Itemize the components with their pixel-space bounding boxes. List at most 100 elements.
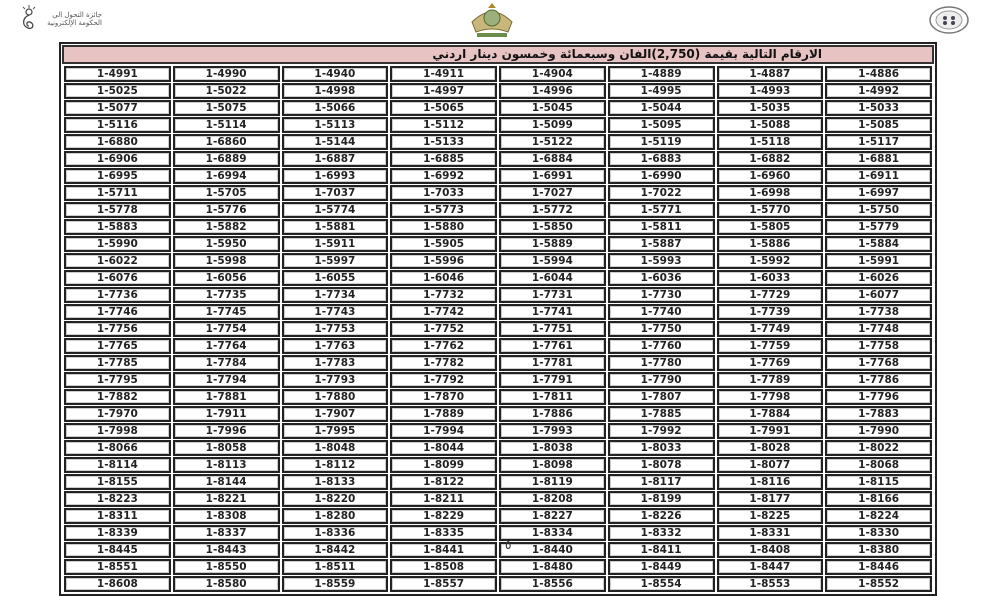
table-row: 1-8066 1-8058 1-8048 1-8044 1-8038 1-8033 1-80… <box>64 440 932 456</box>
table-row: 1-7765 1-7764 1-7763 1-7762 1-7761 1-7760 1-77… <box>64 338 932 354</box>
table-cell: 1-8442 <box>281 542 389 558</box>
table-cell: 1-6880 <box>64 134 171 150</box>
table-cell: 1-8033 <box>607 440 715 456</box>
table-cell: 1-5911 <box>281 236 389 252</box>
table-cell: 1-7990 <box>825 423 932 439</box>
table-row: 1-5025 1-5022 1-4998 1-4997 1-4996 1-4995 1-49… <box>64 83 932 99</box>
table-cell: 1-5770 <box>716 202 824 218</box>
table-cell: 1-8098 <box>499 457 606 473</box>
table-cell: 1-7732 <box>390 287 497 303</box>
table-cell: 1-8048 <box>281 440 389 456</box>
table-cell: 1-7998 <box>64 423 171 439</box>
table-cell: 1-7996 <box>172 423 280 439</box>
table-cell: 1-6906 <box>64 151 171 167</box>
table-row: 1-6995 1-6994 1-6993 1-6992 1-6991 1-6990 1-69… <box>64 168 932 184</box>
table-cell: 1-8449 <box>607 559 715 575</box>
table-cell: 1-8280 <box>281 508 389 524</box>
table-cell: 1-4889 <box>607 66 715 82</box>
table-cell: 1-6881 <box>825 151 932 167</box>
table-cell: 1-7992 <box>607 423 715 439</box>
table-cell: 1-8211 <box>390 491 497 507</box>
table-cell: 1-5887 <box>607 236 715 252</box>
table-cell: 1-5993 <box>607 253 715 269</box>
table-cell: 1-7782 <box>390 355 497 371</box>
table-cell: 1-7994 <box>390 423 497 439</box>
table-cell: 1-8443 <box>172 542 280 558</box>
table-cell: 1-7735 <box>172 287 280 303</box>
table-cell: 1-8038 <box>499 440 606 456</box>
table-cell: 1-8334 <box>499 525 606 541</box>
table-cell: 1-6882 <box>716 151 824 167</box>
table-cell: 1-5116 <box>64 117 171 133</box>
table-cell: 1-8511 <box>281 559 389 575</box>
table-cell: 1-5994 <box>499 253 606 269</box>
table-cell: 1-4993 <box>716 83 824 99</box>
table-cell: 1-7749 <box>716 321 824 337</box>
table-row: 1-6076 1-6056 1-6055 1-6046 1-6044 1-6036 1-60… <box>64 270 932 286</box>
table-cell: 1-8336 <box>281 525 389 541</box>
table-cell: 1-5119 <box>607 134 715 150</box>
table-cell: 1-7743 <box>281 304 389 320</box>
table-cell: 1-5998 <box>172 253 280 269</box>
table-cell: 1-5881 <box>281 219 389 235</box>
table-cell: 1-7764 <box>172 338 280 354</box>
table-cell: 1-5996 <box>390 253 497 269</box>
table-cell: 1-7745 <box>172 304 280 320</box>
table-cell: 1-8226 <box>607 508 715 524</box>
table-cell: 1-8335 <box>390 525 497 541</box>
table-cell: 1-8580 <box>172 576 280 592</box>
table-cell: 1-7907 <box>281 406 389 422</box>
table-cell: 1-6036 <box>607 270 715 286</box>
table-title: الارقام التالية بقيمة (2,750)الفان وسبعم… <box>62 45 934 64</box>
table-cell: 1-5773 <box>390 202 497 218</box>
table-cell: 1-8066 <box>64 440 171 456</box>
table-cell: 1-7754 <box>172 321 280 337</box>
table-cell: 1-5099 <box>499 117 606 133</box>
table-row: 1-6880 1-6860 1-5144 1-5133 1-5122 1-5119 1-51… <box>64 134 932 150</box>
table-cell: 1-7762 <box>390 338 497 354</box>
table-cell: 1-8554 <box>607 576 715 592</box>
table-cell: 1-8223 <box>64 491 171 507</box>
table-cell: 1-7033 <box>390 185 497 201</box>
table-cell: 1-8229 <box>390 508 497 524</box>
table-cell: 1-8114 <box>64 457 171 473</box>
table-cell: 1-5117 <box>825 134 932 150</box>
table-cell: 1-6885 <box>390 151 497 167</box>
table-row: 1-8311 1-8308 1-8280 1-8229 1-8227 1-8226 1-82… <box>64 508 932 524</box>
table-cell: 1-6883 <box>607 151 715 167</box>
table-cell: 1-7729 <box>716 287 824 303</box>
table-cell: 1-7739 <box>716 304 824 320</box>
table-cell: 1-7022 <box>607 185 715 201</box>
table-cell: 1-7785 <box>64 355 171 371</box>
table-cell: 1-7784 <box>172 355 280 371</box>
table-cell: 1-7027 <box>499 185 606 201</box>
table-cell: 1-6056 <box>172 270 280 286</box>
table-row: 1-5711 1-5705 1-7037 1-7033 1-7027 1-7022 1-69… <box>64 185 932 201</box>
table-cell: 1-5114 <box>172 117 280 133</box>
table-cell: 1-7768 <box>825 355 932 371</box>
table-cell: 1-7746 <box>64 304 171 320</box>
logo-text: جائزة التحول الى الحكومة الإلكترونية <box>47 11 102 27</box>
table-cell: 1-7970 <box>64 406 171 422</box>
table-row: 1-8114 1-8113 1-8112 1-8099 1-8098 1-8078 1-80… <box>64 457 932 473</box>
table-cell: 1-7786 <box>825 372 932 388</box>
table-cell: 1-8480 <box>499 559 606 575</box>
table-cell: 1-4996 <box>499 83 606 99</box>
table-cell: 1-7750 <box>607 321 715 337</box>
table-cell: 1-7742 <box>390 304 497 320</box>
table-cell: 1-7885 <box>607 406 715 422</box>
table-cell: 1-8058 <box>172 440 280 456</box>
table-cell: 1-5122 <box>499 134 606 150</box>
table-cell: 1-4886 <box>825 66 932 82</box>
table-cell: 1-8553 <box>716 576 824 592</box>
table-cell: 1-6884 <box>499 151 606 167</box>
table-cell: 1-7880 <box>281 389 389 405</box>
table-row: 1-4991 1-4990 1-4940 1-4911 1-4904 1-4889 1-48… <box>64 66 932 82</box>
table-cell: 1-8166 <box>825 491 932 507</box>
table-cell: 1-7756 <box>64 321 171 337</box>
table-cell: 1-8411 <box>607 542 715 558</box>
table-cell: 1-7791 <box>499 372 606 388</box>
table-cell: 1-6076 <box>64 270 171 286</box>
table-cell: 1-7761 <box>499 338 606 354</box>
table-cell: 1-7790 <box>607 372 715 388</box>
